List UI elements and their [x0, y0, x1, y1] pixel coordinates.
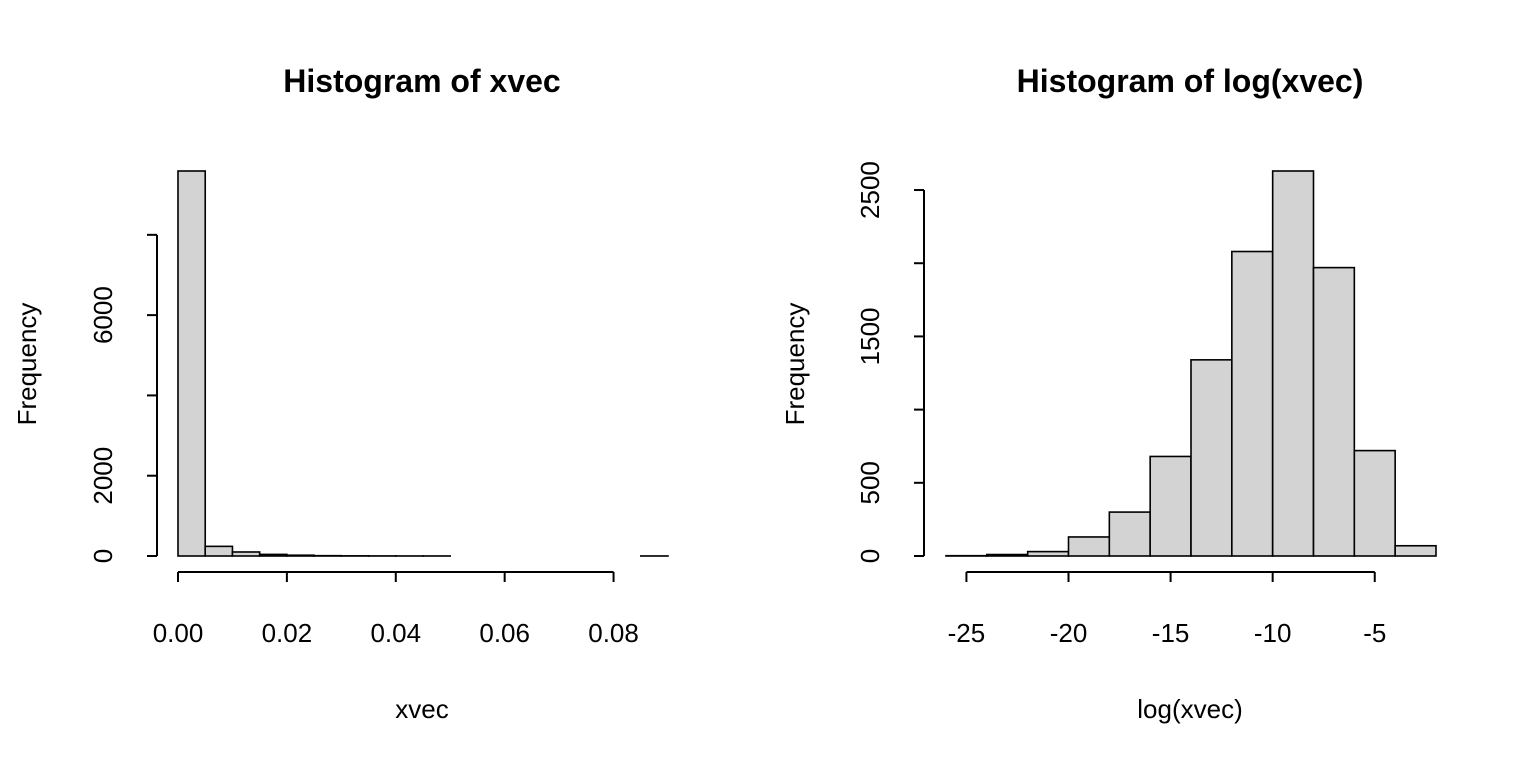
x-tick-label: -10: [1254, 618, 1292, 648]
x-axis-label: xvec: [395, 694, 448, 724]
histogram-bar: [1312, 266, 1356, 557]
x-axis: 0.00 0.02 0.04 0.06 0.08: [153, 571, 639, 648]
chart-title: Histogram of log(xvec): [1017, 63, 1364, 99]
histogram-bar: [1353, 449, 1396, 557]
histogram-bar: [1394, 544, 1437, 557]
x-tick-label: 0.08: [588, 618, 639, 648]
x-axis: -25 -20 -15 -10 -5: [948, 571, 1386, 648]
x-tick-label: -25: [948, 618, 986, 648]
y-tick-label: 0: [855, 549, 885, 563]
histogram-bar: [258, 553, 288, 557]
panel-histogram-xvec: Histogram of xvec xvec Frequency 0.00 0.0…: [12, 63, 669, 724]
y-tick-label: 0: [88, 549, 118, 563]
x-tick-label: -15: [1152, 618, 1190, 648]
panel-histogram-log-xvec: Histogram of log(xvec) log(xvec) Frequen…: [780, 63, 1437, 724]
y-tick-label: 2000: [88, 447, 118, 505]
histogram-bar: [1108, 511, 1151, 557]
x-tick-label: -20: [1050, 618, 1088, 648]
x-tick-label: 0.06: [479, 618, 530, 648]
chart-title: Histogram of xvec: [283, 63, 560, 99]
x-tick-label: 0.04: [370, 618, 421, 648]
y-tick-label: 2500: [855, 161, 885, 219]
y-axis-label: Frequency: [12, 303, 42, 426]
x-tick-label: 0.02: [262, 618, 313, 648]
histogram-bar: [1271, 170, 1315, 557]
bars: [945, 170, 1437, 557]
histogram-bar: [231, 551, 261, 557]
y-tick-label: 500: [855, 461, 885, 504]
y-axis: 0 500 1500 2500: [855, 161, 925, 563]
x-tick-label: 0.00: [153, 618, 204, 648]
bars: [177, 170, 669, 557]
y-tick-label: 1500: [855, 307, 885, 365]
x-tick-label: -5: [1363, 618, 1386, 648]
histogram-bar: [986, 553, 1029, 557]
y-axis-label: Frequency: [780, 303, 810, 426]
histogram-bar: [286, 554, 315, 557]
histogram-bar: [1026, 550, 1070, 557]
y-tick-label: 6000: [88, 286, 118, 344]
histogram-bar: [1149, 455, 1192, 557]
histogram-bar: [204, 545, 234, 557]
x-axis-label: log(xvec): [1137, 694, 1242, 724]
y-axis: 0 2000 6000: [88, 233, 158, 563]
histogram-bar: [1190, 359, 1233, 557]
histogram-bar: [1231, 250, 1274, 557]
histogram-bar: [177, 170, 207, 557]
histogram-bar: [1067, 536, 1111, 557]
